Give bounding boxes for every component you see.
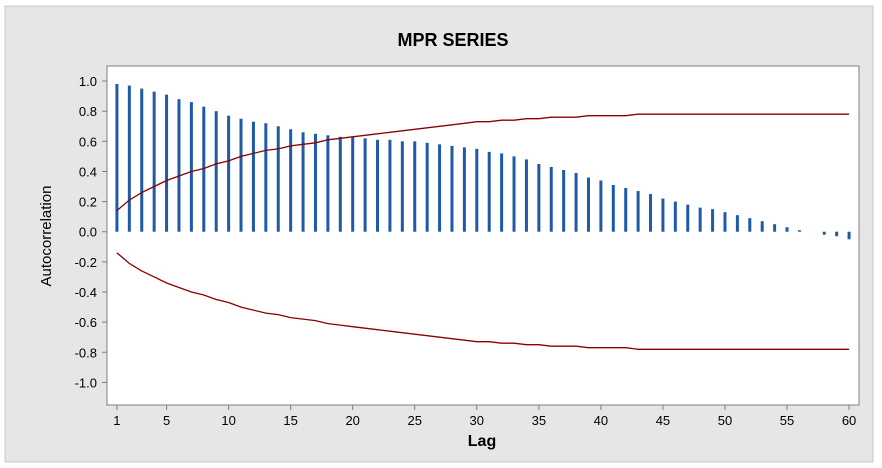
x-tick-label: 55 [780,413,794,428]
acf-bar [735,215,739,232]
acf-bar [698,207,702,232]
acf-bar [661,198,665,232]
acf-bar [549,166,553,232]
acf-bar [127,85,131,232]
acf-bar [586,177,590,232]
y-tick-label: -0.6 [75,315,97,330]
x-tick-label: 1 [113,413,120,428]
y-tick-label: 1.0 [79,74,97,89]
y-tick-label: -0.8 [75,345,97,360]
y-tick-label: -1.0 [75,375,97,390]
acf-bar [214,111,218,232]
y-tick-label: 0.0 [79,225,97,240]
acf-bar [438,144,442,232]
acf-bar [636,191,640,232]
y-tick-label: 0.6 [79,134,97,149]
acf-bar [574,172,578,232]
x-tick-label: 15 [283,413,297,428]
acf-bar [822,231,826,235]
acf-bar [723,212,727,232]
acf-bar [475,148,479,232]
x-tick-label: 25 [408,413,422,428]
x-tick-label: 60 [842,413,856,428]
acf-bar [152,91,156,232]
x-tick-label: 40 [594,413,608,428]
acf-bar [847,231,851,240]
acf-bar [326,135,330,232]
acf-bar [835,231,839,237]
x-tick-label: 35 [532,413,546,428]
acf-bar [711,209,715,232]
acf-bar [673,201,677,232]
acf-bar [450,145,454,232]
acf-bar [140,88,144,232]
acf-bar [487,151,491,232]
acf-bar [624,188,628,232]
x-tick-label: 45 [656,413,670,428]
acf-bar [301,132,305,232]
acf-bar [338,136,342,232]
acf-bar [611,185,615,232]
y-axis: 1.0 0.8 0.6 0.4 0.2 0.0 -0.2 -0.4 -0.6 -0.8 -1.0 [75,74,107,390]
acf-bar [376,139,380,232]
acf-bar [562,169,566,232]
lower-confidence-limit-line [116,252,850,350]
x-tick-label: 20 [345,413,359,428]
acf-bar [313,133,317,232]
acf-bar [599,180,603,232]
x-axis-label: Lag [468,433,496,450]
acf-bar [773,224,777,232]
x-tick-label: 10 [221,413,235,428]
acf-bar [189,102,193,232]
acf-bar [537,163,541,232]
acf-bar [512,156,516,232]
acf-bar [388,139,392,232]
y-tick-label: -0.4 [75,285,97,300]
acf-bar [351,136,355,232]
acf-bar [785,227,789,232]
acf-bar [797,230,801,232]
acf-bar [400,141,404,232]
plot-area [106,65,860,406]
x-tick-label: 50 [718,413,732,428]
acf-bar [649,194,653,232]
confidence-limits [116,113,850,350]
acf-bar [227,115,231,232]
acf-bar [202,106,206,232]
y-axis-label: Autocorrelation [38,186,55,287]
acf-bar [239,118,243,232]
acf-bar [748,218,752,232]
acf-bar [413,141,417,232]
acf-bar [165,94,169,232]
y-tick-label: 0.8 [79,104,97,119]
y-tick-label: -0.2 [75,255,97,270]
y-tick-label: 0.2 [79,195,97,210]
acf-bar [276,126,280,232]
acf-bar [115,84,119,232]
upper-confidence-limit-line [116,113,850,212]
acf-bar [686,204,690,232]
acf-bar [425,142,429,232]
x-tick-label: 30 [470,413,484,428]
acf-bar [363,138,367,232]
acf-bar [251,121,255,232]
y-tick-label: 0.4 [79,164,97,179]
acf-bar [177,99,181,232]
x-tick-label: 5 [163,413,170,428]
acf-bar [760,221,764,232]
chart-title: MPR SERIES [397,30,508,50]
acf-bar [524,159,528,232]
acf-bar [500,153,504,232]
autocorrelation-bars [115,84,851,240]
acf-bar [264,123,268,232]
acf-bar [462,147,466,232]
x-axis: 1 5 10 15 20 25 30 35 40 45 50 55 60 [113,405,856,428]
acf-bar [289,129,293,232]
